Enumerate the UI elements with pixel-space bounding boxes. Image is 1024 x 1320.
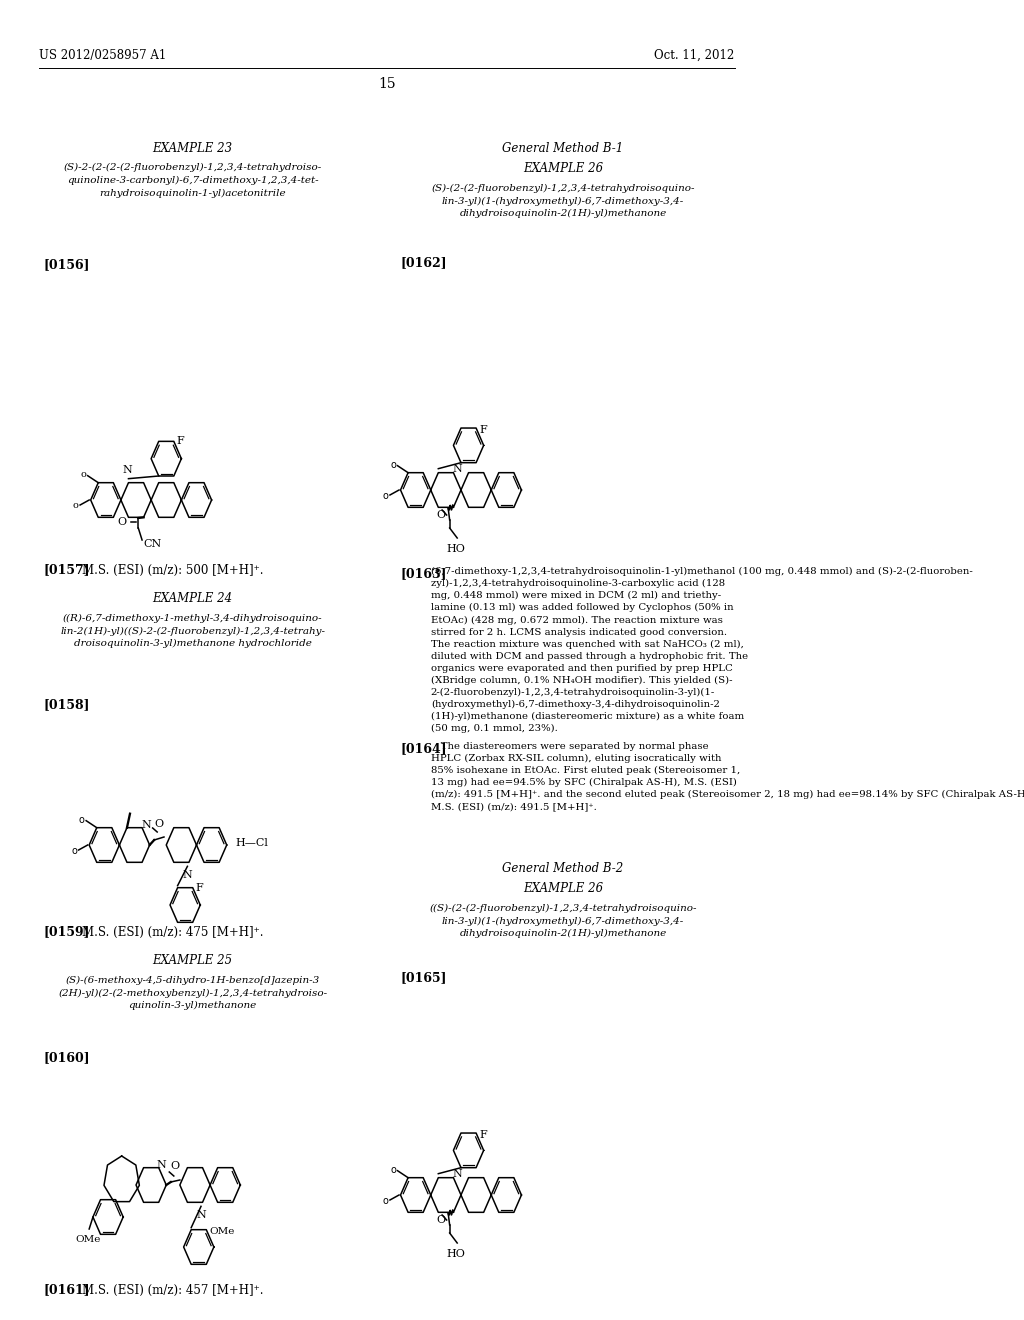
Text: General Method B-2: General Method B-2 [503, 862, 624, 874]
Text: [0159]: [0159] [44, 925, 90, 939]
Text: [0161]: [0161] [44, 1283, 90, 1296]
Text: N: N [122, 465, 132, 475]
Text: F: F [196, 883, 204, 892]
Text: EXAMPLE 26: EXAMPLE 26 [523, 161, 603, 174]
Text: F: F [479, 1130, 486, 1140]
Text: EXAMPLE 24: EXAMPLE 24 [153, 591, 232, 605]
Text: F: F [479, 425, 486, 436]
Text: F: F [177, 437, 184, 446]
Text: (6,7-dimethoxy-1,2,3,4-tetrahydroisoquinolin-1-yl)methanol (100 mg, 0.448 mmol) : (6,7-dimethoxy-1,2,3,4-tetrahydroisoquin… [431, 568, 973, 733]
Text: EXAMPLE 26: EXAMPLE 26 [523, 882, 603, 895]
Text: CN: CN [143, 539, 162, 549]
Text: [0156]: [0156] [44, 259, 90, 272]
Text: N: N [453, 463, 462, 474]
Text: [0165]: [0165] [400, 972, 447, 985]
Text: N: N [182, 870, 193, 880]
Text: ((R)-6,7-dimethoxy-1-methyl-3,4-dihydroisoquino-
lin-2(1H)-yl)((S)-2-(2-fluorobe: ((R)-6,7-dimethoxy-1-methyl-3,4-dihydroi… [60, 614, 326, 648]
Text: (S)-(2-(2-fluorobenzyl)-1,2,3,4-tetrahydroisoquino-
lin-3-yl)(1-(hydroxymethyl)-: (S)-(2-(2-fluorobenzyl)-1,2,3,4-tetrahyd… [431, 183, 694, 219]
Text: HO: HO [446, 1249, 465, 1259]
Text: EXAMPLE 25: EXAMPLE 25 [153, 953, 232, 966]
Text: EXAMPLE 23: EXAMPLE 23 [153, 141, 232, 154]
Text: o: o [390, 459, 396, 470]
Text: (S)-(6-methoxy-4,5-dihydro-1H-benzo[d]azepin-3
(2H)-yl)(2-(2-methoxybenzyl)-1,2,: (S)-(6-methoxy-4,5-dihydro-1H-benzo[d]az… [58, 975, 328, 1011]
Text: 15: 15 [378, 77, 395, 91]
Text: The diastereomers were separated by normal phase
HPLC (Zorbax RX-SIL column), el: The diastereomers were separated by norm… [431, 742, 1024, 812]
Text: N: N [453, 1168, 462, 1179]
Text: ((S)-(2-(2-fluorobenzyl)-1,2,3,4-tetrahydroisoquino-
lin-3-yl)(1-(hydroxymethyl): ((S)-(2-(2-fluorobenzyl)-1,2,3,4-tetrahy… [429, 904, 696, 939]
Text: N: N [141, 820, 151, 830]
Text: [0160]: [0160] [44, 1052, 90, 1064]
Text: (S)-2-(2-(2-(2-fluorobenzyl)-1,2,3,4-tetrahydroiso-
quinoline-3-carbonyl)-6,7-di: (S)-2-(2-(2-(2-fluorobenzyl)-1,2,3,4-tet… [63, 162, 322, 198]
Text: OMe: OMe [209, 1228, 234, 1236]
Text: N: N [197, 1210, 206, 1220]
Text: OMe: OMe [76, 1236, 101, 1243]
Text: O: O [171, 1162, 180, 1171]
Text: [0158]: [0158] [44, 698, 90, 711]
Text: Oct. 11, 2012: Oct. 11, 2012 [654, 49, 734, 62]
Text: HO: HO [446, 544, 465, 554]
Text: o: o [79, 814, 85, 825]
Text: M.S. (ESI) (m/z): 500 [M+H]⁺.: M.S. (ESI) (m/z): 500 [M+H]⁺. [82, 564, 263, 577]
Text: o: o [390, 1164, 396, 1175]
Text: [0164]: [0164] [400, 742, 447, 755]
Text: O: O [155, 818, 163, 829]
Text: o: o [383, 1196, 388, 1206]
Text: O: O [437, 1214, 445, 1225]
Text: o: o [383, 491, 388, 502]
Text: [0162]: [0162] [400, 256, 447, 269]
Text: [0157]: [0157] [44, 564, 90, 577]
Text: N: N [157, 1160, 167, 1170]
Text: o: o [72, 846, 77, 855]
Text: M.S. (ESI) (m/z): 457 [M+H]⁺.: M.S. (ESI) (m/z): 457 [M+H]⁺. [82, 1283, 263, 1296]
Text: o: o [73, 502, 79, 511]
Text: o: o [80, 470, 86, 479]
Text: M.S. (ESI) (m/z): 475 [M+H]⁺.: M.S. (ESI) (m/z): 475 [M+H]⁺. [82, 925, 263, 939]
Text: O: O [437, 510, 445, 520]
Text: [0163]: [0163] [400, 568, 447, 579]
Text: US 2012/0258957 A1: US 2012/0258957 A1 [39, 49, 167, 62]
Text: O: O [118, 517, 127, 527]
Text: General Method B-1: General Method B-1 [503, 141, 624, 154]
Text: H—Cl: H—Cl [236, 838, 268, 847]
